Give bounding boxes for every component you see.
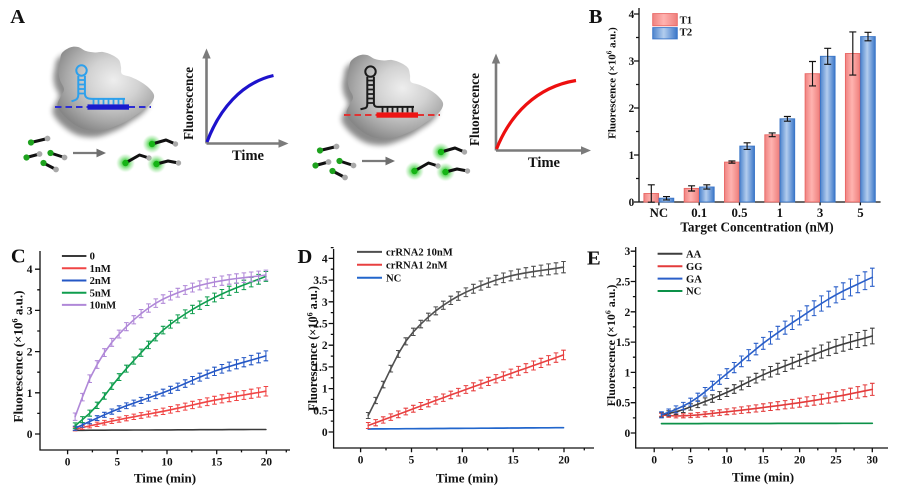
svg-text:crRNA2 10nM: crRNA2 10nM bbox=[386, 248, 453, 259]
svg-text:20: 20 bbox=[794, 455, 806, 467]
svg-text:1: 1 bbox=[629, 150, 635, 162]
svg-text:1: 1 bbox=[624, 367, 630, 379]
svg-text:10nM: 10nM bbox=[90, 301, 116, 312]
svg-text:5nM: 5nM bbox=[90, 288, 111, 299]
svg-text:15: 15 bbox=[758, 455, 770, 467]
svg-text:0: 0 bbox=[651, 455, 657, 467]
svg-text:4: 4 bbox=[27, 264, 33, 276]
svg-text:Fluorescence (×106 a.u.): Fluorescence (×106 a.u.) bbox=[10, 290, 26, 422]
svg-text:NC: NC bbox=[686, 287, 701, 298]
svg-text:2: 2 bbox=[629, 103, 635, 115]
svg-text:5: 5 bbox=[857, 206, 863, 220]
svg-text:3: 3 bbox=[817, 206, 823, 220]
svg-text:0: 0 bbox=[90, 252, 95, 263]
svg-text:NC: NC bbox=[650, 206, 668, 220]
svg-text:NC: NC bbox=[386, 273, 401, 284]
svg-text:10: 10 bbox=[457, 455, 469, 467]
svg-text:AA: AA bbox=[686, 250, 702, 261]
svg-text:1: 1 bbox=[322, 384, 328, 396]
svg-text:Time (min): Time (min) bbox=[732, 470, 794, 485]
svg-text:2: 2 bbox=[322, 340, 328, 352]
svg-text:GG: GG bbox=[686, 262, 702, 273]
svg-text:0.1: 0.1 bbox=[691, 206, 707, 220]
svg-text:0: 0 bbox=[27, 429, 33, 441]
svg-text:GA: GA bbox=[686, 274, 702, 285]
svg-text:Time: Time bbox=[528, 155, 561, 171]
svg-text:20: 20 bbox=[558, 455, 570, 467]
svg-text:4: 4 bbox=[322, 253, 328, 265]
svg-text:0: 0 bbox=[322, 427, 328, 439]
svg-text:0: 0 bbox=[629, 197, 635, 209]
svg-text:Fluorescence (×106 a.u.): Fluorescence (×106 a.u.) bbox=[603, 285, 618, 407]
svg-text:0: 0 bbox=[65, 457, 71, 469]
svg-text:2.5: 2.5 bbox=[313, 319, 328, 331]
svg-text:1.5: 1.5 bbox=[313, 362, 328, 374]
svg-text:0.5: 0.5 bbox=[732, 206, 748, 220]
svg-text:A: A bbox=[10, 6, 25, 28]
svg-text:2.5: 2.5 bbox=[616, 277, 631, 289]
svg-text:30: 30 bbox=[867, 455, 879, 467]
svg-text:D: D bbox=[298, 246, 313, 268]
svg-text:Fluorescence: Fluorescence bbox=[467, 73, 482, 146]
svg-text:T1: T1 bbox=[680, 15, 693, 27]
svg-text:2nM: 2nM bbox=[90, 276, 111, 287]
svg-text:25: 25 bbox=[830, 455, 842, 467]
svg-text:1: 1 bbox=[777, 206, 783, 220]
svg-text:C: C bbox=[11, 245, 26, 267]
svg-text:3: 3 bbox=[322, 297, 328, 309]
svg-text:10: 10 bbox=[721, 455, 733, 467]
svg-text:15: 15 bbox=[211, 457, 223, 469]
svg-text:1: 1 bbox=[27, 388, 33, 400]
svg-text:Fluorescence (×106 a.u.): Fluorescence (×106 a.u.) bbox=[605, 27, 618, 139]
svg-text:5: 5 bbox=[114, 457, 120, 469]
svg-text:Time (min): Time (min) bbox=[134, 471, 196, 486]
svg-text:Time: Time bbox=[232, 148, 265, 164]
svg-text:2: 2 bbox=[27, 347, 33, 359]
svg-text:E: E bbox=[587, 248, 601, 270]
svg-text:0.5: 0.5 bbox=[313, 405, 328, 417]
svg-text:1.5: 1.5 bbox=[616, 337, 631, 349]
svg-text:3: 3 bbox=[624, 246, 630, 258]
svg-text:Fluorescence (×106 a.u.): Fluorescence (×106 a.u.) bbox=[305, 286, 320, 411]
svg-text:Time (min): Time (min) bbox=[436, 471, 498, 486]
svg-text:3: 3 bbox=[629, 56, 635, 68]
svg-text:20: 20 bbox=[261, 457, 273, 469]
svg-text:1nM: 1nM bbox=[90, 264, 111, 275]
svg-text:3: 3 bbox=[27, 305, 33, 317]
svg-text:T2: T2 bbox=[680, 26, 693, 38]
svg-text:0: 0 bbox=[358, 455, 364, 467]
svg-text:B: B bbox=[589, 6, 603, 28]
svg-text:Fluorescence: Fluorescence bbox=[181, 67, 196, 140]
svg-text:Target Concentration (nM): Target Concentration (nM) bbox=[680, 220, 833, 235]
svg-text:15: 15 bbox=[508, 455, 520, 467]
svg-text:5: 5 bbox=[688, 455, 694, 467]
svg-text:4: 4 bbox=[629, 9, 635, 21]
svg-text:0.5: 0.5 bbox=[616, 398, 631, 410]
svg-text:crRNA1 2nM: crRNA1 2nM bbox=[386, 261, 448, 272]
svg-text:2: 2 bbox=[624, 307, 630, 319]
svg-text:10: 10 bbox=[161, 457, 173, 469]
svg-text:0: 0 bbox=[624, 428, 630, 440]
svg-text:3.5: 3.5 bbox=[313, 275, 328, 287]
svg-text:5: 5 bbox=[409, 455, 415, 467]
